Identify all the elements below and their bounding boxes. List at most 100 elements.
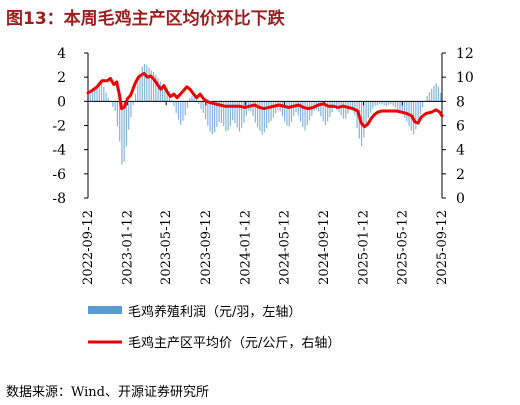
- profit-bar: [290, 101, 293, 122]
- profit-bar: [351, 101, 354, 111]
- profit-bar: [116, 101, 118, 127]
- profit-bar: [191, 95, 193, 102]
- profit-bar: [164, 88, 166, 102]
- profit-bar: [401, 101, 403, 115]
- profit-bar: [152, 71, 155, 102]
- right-tick-label: 12: [456, 46, 474, 62]
- left-tick-label: 0: [57, 94, 66, 110]
- line-layer: [86, 72, 444, 129]
- profit-bar: [139, 73, 141, 102]
- profit-bar: [112, 101, 114, 107]
- profit-bar: [428, 92, 430, 102]
- profit-bar: [184, 101, 186, 116]
- profit-bar: [211, 101, 213, 135]
- profit-bar: [275, 101, 277, 114]
- profit-bar: [417, 101, 419, 122]
- profit-bar: [241, 101, 243, 128]
- x-tick-label: 2025-01-12: [357, 210, 372, 285]
- legend-swatch-bar: [88, 306, 122, 314]
- profit-bar: [209, 101, 211, 132]
- profit-bar: [435, 83, 437, 102]
- right-tick-label: 4: [456, 143, 465, 159]
- profit-bar: [236, 101, 238, 128]
- profit-bar: [177, 101, 180, 120]
- profit-bar: [259, 101, 261, 131]
- profit-bar: [308, 101, 311, 121]
- profit-bar: [238, 101, 241, 132]
- source-note: 数据来源：Wind、开源证券研究所: [6, 385, 209, 400]
- x-tick-label: 2025-05-12: [395, 210, 410, 285]
- profit-bar: [204, 101, 207, 120]
- profit-bar: [202, 101, 204, 113]
- profit-bar: [340, 101, 342, 116]
- profit-bar: [286, 101, 288, 126]
- legend-label-line: 毛鸡主产区平均价（元/公斤，右轴）: [128, 335, 340, 351]
- profit-bar: [132, 101, 134, 106]
- profit-bar: [383, 101, 385, 106]
- profit-bar: [349, 101, 351, 111]
- right-tick-label: 2: [456, 167, 465, 183]
- profit-bar: [324, 101, 326, 126]
- profit-bar: [171, 100, 173, 102]
- profit-bar: [218, 101, 220, 123]
- profit-bar: [143, 64, 146, 102]
- profit-bar: [333, 101, 336, 108]
- profit-bar: [105, 92, 107, 102]
- profit-bar: [394, 101, 397, 108]
- profit-bar: [225, 101, 227, 132]
- profit-bar: [329, 101, 331, 118]
- profit-bar: [261, 101, 263, 135]
- profit-bar: [173, 101, 175, 107]
- profit-bar: [232, 101, 234, 121]
- right-tick-label: 8: [456, 94, 465, 110]
- profit-bar: [388, 101, 390, 105]
- profit-bar: [306, 101, 308, 126]
- left-tick-label: -2: [52, 119, 66, 135]
- profit-bar: [200, 101, 202, 110]
- profit-bar: [162, 84, 164, 102]
- profit-bar: [89, 94, 91, 102]
- profit-bar: [146, 64, 148, 102]
- profit-bar: [327, 101, 329, 122]
- profit-bar: [252, 101, 254, 116]
- legend: 毛鸡养殖利润（元/羽，左轴） 毛鸡主产区平均价（元/公斤，右轴）: [88, 304, 340, 351]
- profit-bar: [182, 101, 184, 121]
- x-tick-label: 2022-09-12: [81, 210, 96, 285]
- profit-bar: [141, 66, 143, 102]
- left-tick-label: 2: [57, 70, 66, 86]
- profit-bar: [150, 70, 152, 102]
- profit-bar: [198, 101, 200, 104]
- axes-layer: -8 -6 -4 -2 0 2 4 0 2 4 6 8 10 12 2022-09-12 2023-01-12…: [52, 46, 473, 285]
- legend-label-bar: 毛鸡养殖利润（元/羽，左轴）: [128, 304, 301, 320]
- profit-bar: [374, 101, 376, 106]
- profit-bar: [266, 101, 268, 129]
- profit-bar: [284, 101, 286, 122]
- profit-bar: [114, 101, 116, 111]
- profit-bar: [437, 87, 440, 102]
- profit-bar: [214, 101, 216, 133]
- profit-bar: [110, 101, 112, 103]
- profit-bar: [254, 101, 256, 123]
- profit-bar: [376, 101, 378, 106]
- right-tick-label: 10: [456, 70, 474, 86]
- profit-bar: [125, 101, 128, 147]
- profit-bar: [130, 101, 132, 118]
- x-tick-label: 2023-01-12: [120, 210, 135, 285]
- profit-bar: [419, 101, 421, 114]
- profit-bar: [426, 96, 428, 102]
- profit-bar: [336, 101, 338, 110]
- profit-bar: [345, 101, 347, 119]
- left-tick-label: -8: [52, 191, 66, 207]
- x-tick-label: 2024-01-12: [238, 210, 253, 285]
- profit-bar: [268, 101, 270, 124]
- profit-bar: [406, 101, 408, 122]
- profit-bar: [288, 101, 290, 127]
- profit-bar: [281, 101, 284, 117]
- profit-bar: [103, 86, 105, 102]
- profit-bar: [356, 101, 358, 128]
- left-tick-label: -4: [52, 143, 66, 159]
- profit-bar: [229, 101, 232, 127]
- profit-bar: [220, 101, 222, 123]
- profit-bar: [403, 101, 406, 118]
- profit-bar: [91, 92, 94, 102]
